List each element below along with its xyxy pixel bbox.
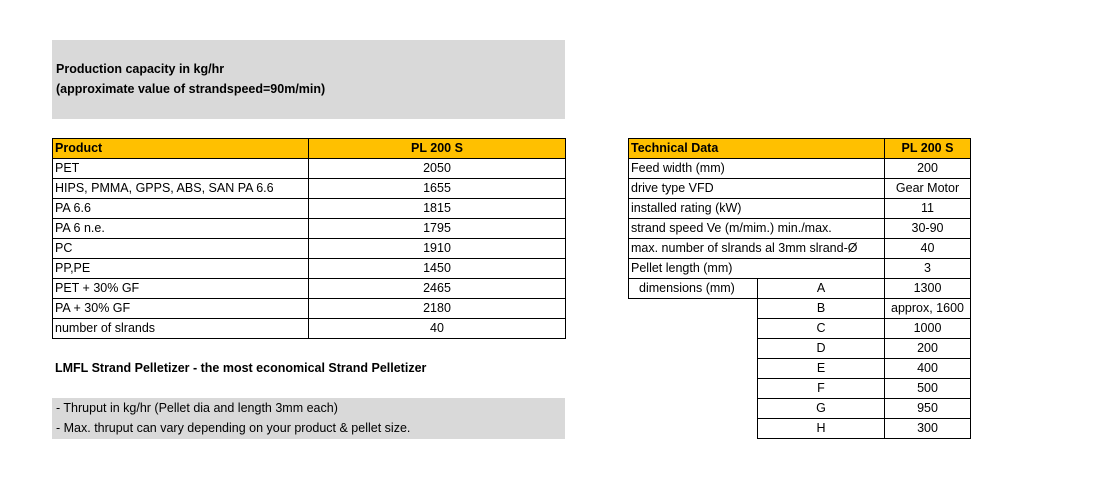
dimension-key: B — [757, 298, 885, 319]
table-row: strand speed Ve (m/mim.) min./max. 30-90 — [628, 218, 971, 239]
model-column-header: PL 200 S — [308, 138, 566, 159]
product-name: PA + 30% GF — [52, 298, 309, 319]
table-row: G 950 — [629, 398, 971, 419]
dimension-value: 200 — [884, 338, 971, 359]
tech-table-header: Technical Data PL 200 S — [628, 138, 971, 159]
product-name: PC — [52, 238, 309, 259]
dimension-key: D — [757, 338, 885, 359]
table-row: max. number of slrands al 3mm slrand-Ø 4… — [628, 238, 971, 259]
capacity-value: 40 — [308, 318, 566, 339]
notes-box: - Thruput in kg/hr (Pellet dia and lengt… — [52, 398, 565, 439]
capacity-value: 1450 — [308, 258, 566, 279]
product-name: PET — [52, 158, 309, 179]
dimension-key: H — [757, 418, 885, 439]
capacity-value: 2050 — [308, 158, 566, 179]
capacity-subtitle: (approximate value of strandspeed=90m/mi… — [56, 82, 326, 96]
table-row: PET 2050 — [52, 158, 566, 179]
tech-label: Pellet length (mm) — [628, 258, 885, 279]
tech-value: Gear Motor — [884, 178, 971, 199]
tech-label: drive type VFD — [628, 178, 885, 199]
product-name: number of slrands — [52, 318, 309, 339]
tech-data-table: Technical Data PL 200 S Feed width (mm) … — [628, 138, 971, 439]
tagline: LMFL Strand Pelletizer - the most econom… — [55, 361, 427, 375]
dimension-value: 1000 — [884, 318, 971, 339]
capacity-value: 1910 — [308, 238, 566, 259]
tech-value: 40 — [884, 238, 971, 259]
tech-value: 3 — [884, 258, 971, 279]
dimension-value: 500 — [884, 378, 971, 399]
note-line: - Thruput in kg/hr (Pellet dia and lengt… — [56, 401, 338, 415]
product-name: PP,PE — [52, 258, 309, 279]
tech-label: installed rating (kW) — [628, 198, 885, 219]
tech-label-column-header: Technical Data — [628, 138, 885, 159]
tech-label: max. number of slrands al 3mm slrand-Ø — [628, 238, 885, 259]
table-row: H 300 — [629, 418, 971, 439]
dimension-value: approx, 1600 — [884, 298, 971, 319]
product-name: PET + 30% GF — [52, 278, 309, 299]
tech-value: 30-90 — [884, 218, 971, 239]
capacity-table-header: Product PL 200 S — [52, 138, 566, 159]
tech-value: 11 — [884, 198, 971, 219]
table-row: Feed width (mm) 200 — [628, 158, 971, 179]
dimension-value: 400 — [884, 358, 971, 379]
table-row: number of slrands 40 — [52, 318, 566, 339]
dimension-key: E — [757, 358, 885, 379]
table-row: installed rating (kW) 11 — [628, 198, 971, 219]
dimensions-label: dimensions (mm) — [628, 278, 758, 299]
capacity-value: 2180 — [308, 298, 566, 319]
product-name: PA 6 n.e. — [52, 218, 309, 239]
capacity-header-box: Production capacity in kg/hr (approximat… — [52, 40, 565, 119]
product-column-header: Product — [52, 138, 309, 159]
dimension-key: G — [757, 398, 885, 419]
table-row: B approx, 1600 — [629, 298, 971, 319]
capacity-value: 1655 — [308, 178, 566, 199]
product-name: HIPS, PMMA, GPPS, ABS, SAN PA 6.6 — [52, 178, 309, 199]
capacity-value: 1815 — [308, 198, 566, 219]
table-row: PA + 30% GF 2180 — [52, 298, 566, 319]
table-row: E 400 — [629, 358, 971, 379]
table-row: F 500 — [629, 378, 971, 399]
capacity-table: Product PL 200 S PET 2050 HIPS, PMMA, GP… — [52, 138, 566, 339]
table-row: Pellet length (mm) 3 — [628, 258, 971, 279]
table-row: drive type VFD Gear Motor — [628, 178, 971, 199]
dimension-key: C — [757, 318, 885, 339]
capacity-value: 2465 — [308, 278, 566, 299]
dimension-value: 1300 — [884, 278, 971, 299]
capacity-value: 1795 — [308, 218, 566, 239]
tech-label: strand speed Ve (m/mim.) min./max. — [628, 218, 885, 239]
table-row: D 200 — [629, 338, 971, 359]
table-row: HIPS, PMMA, GPPS, ABS, SAN PA 6.6 1655 — [52, 178, 566, 199]
table-row: dimensions (mm) A 1300 — [628, 278, 971, 299]
note-line: - Max. thruput can vary depending on you… — [56, 421, 411, 435]
capacity-title: Production capacity in kg/hr — [56, 62, 225, 76]
table-row: PA 6.6 1815 — [52, 198, 566, 219]
table-row: C 1000 — [629, 318, 971, 339]
table-row: PP,PE 1450 — [52, 258, 566, 279]
dimension-value: 300 — [884, 418, 971, 439]
dimension-value: 950 — [884, 398, 971, 419]
table-row: PET + 30% GF 2465 — [52, 278, 566, 299]
dimension-key: F — [757, 378, 885, 399]
table-row: PA 6 n.e. 1795 — [52, 218, 566, 239]
product-name: PA 6.6 — [52, 198, 309, 219]
tech-label: Feed width (mm) — [628, 158, 885, 179]
table-row: PC 1910 — [52, 238, 566, 259]
tech-value: 200 — [884, 158, 971, 179]
tech-model-column-header: PL 200 S — [884, 138, 971, 159]
dimension-key: A — [757, 278, 885, 299]
